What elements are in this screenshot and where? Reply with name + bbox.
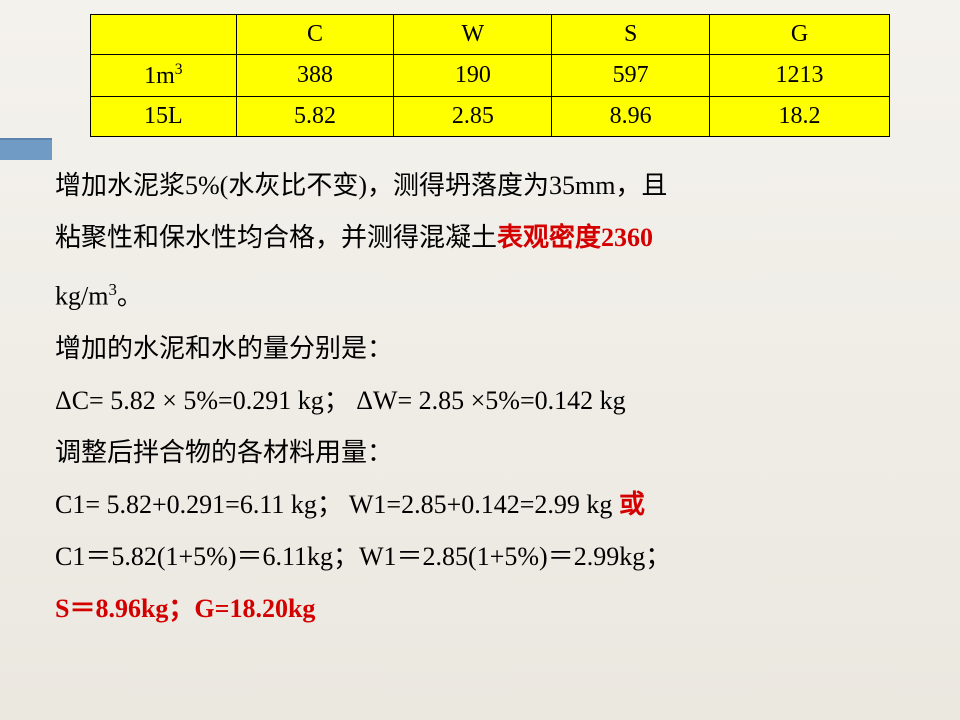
- table-row: 1m3 388 190 597 1213: [91, 55, 890, 97]
- cell: 8.96: [552, 97, 710, 137]
- text: 粘聚性和保水性均合格，并测得混凝土: [55, 223, 497, 252]
- equation-line: C1= 5.82+0.291=6.11 kg； W1=2.85+0.142=2.…: [55, 479, 915, 531]
- row-label: 1m3: [91, 55, 237, 97]
- cell: 388: [236, 55, 394, 97]
- header-cell: W: [394, 15, 552, 55]
- paragraph-line: 增加水泥浆5%(水灰比不变)，测得坍落度为35mm，且: [55, 160, 915, 212]
- cell: 597: [552, 55, 710, 97]
- content-body: 增加水泥浆5%(水灰比不变)，测得坍落度为35mm，且 粘聚性和保水性均合格，并…: [55, 160, 915, 635]
- paragraph-line: kg/m3。: [55, 264, 915, 323]
- text: 增加的水泥和水的量分别是：: [55, 334, 393, 363]
- data-table: C W S G 1m3 388 190 597 1213 15L 5.82 2.…: [90, 14, 890, 137]
- header-cell: [91, 15, 237, 55]
- header-cell: C: [236, 15, 394, 55]
- cell: 5.82: [236, 97, 394, 137]
- header-cell: S: [552, 15, 710, 55]
- table-row: 15L 5.82 2.85 8.96 18.2: [91, 97, 890, 137]
- highlight-text: 或: [619, 490, 645, 519]
- cell: 1213: [710, 55, 890, 97]
- equation-line: ΔC= 5.82 × 5%=0.291 kg； ΔW= 2.85 ×5%=0.1…: [55, 375, 915, 427]
- highlight-text: S＝8.96kg；G=18.20kg: [55, 594, 315, 623]
- text: 调整后拌合物的各材料用量：: [55, 438, 393, 467]
- superscript: 3: [108, 280, 116, 299]
- result-line: S＝8.96kg；G=18.20kg: [55, 583, 915, 635]
- text: C1= 5.82+0.291=6.11 kg； W1=2.85+0.142=2.…: [55, 490, 619, 519]
- table-header-row: C W S G: [91, 15, 890, 55]
- paragraph-line: 粘聚性和保水性均合格，并测得混凝土表观密度2360: [55, 212, 915, 264]
- cell: 18.2: [710, 97, 890, 137]
- row-label: 15L: [91, 97, 237, 137]
- header-cell: G: [710, 15, 890, 55]
- accent-bar: [0, 138, 52, 160]
- text: C1＝5.82(1+5%)＝6.11kg；W1＝2.85(1+5%)＝2.99k…: [55, 542, 671, 571]
- text: kg/m: [55, 282, 108, 311]
- mix-table: C W S G 1m3 388 190 597 1213 15L 5.82 2.…: [90, 14, 890, 137]
- cell: 190: [394, 55, 552, 97]
- paragraph-line: 调整后拌合物的各材料用量：: [55, 427, 915, 479]
- text: 。: [117, 282, 143, 311]
- text: ΔC= 5.82 × 5%=0.291 kg； ΔW= 2.85 ×5%=0.1…: [55, 386, 626, 415]
- text: 增加水泥浆5%(水灰比不变)，测得坍落度为35mm，且: [55, 171, 667, 200]
- paragraph-line: 增加的水泥和水的量分别是：: [55, 323, 915, 375]
- cell: 2.85: [394, 97, 552, 137]
- equation-line: C1＝5.82(1+5%)＝6.11kg；W1＝2.85(1+5%)＝2.99k…: [55, 531, 915, 583]
- highlight-text: 表观密度2360: [497, 223, 653, 252]
